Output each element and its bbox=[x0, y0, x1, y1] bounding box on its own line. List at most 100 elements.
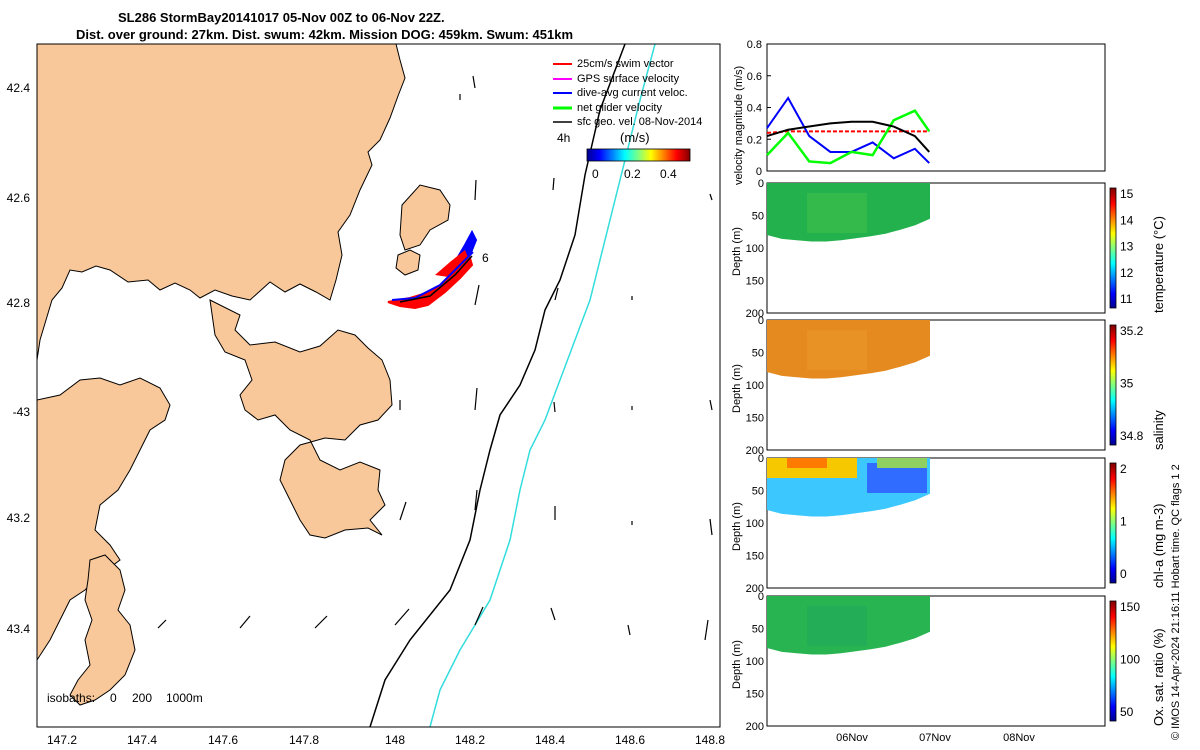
colorbar-2 bbox=[1109, 462, 1117, 584]
velocity-frame bbox=[766, 43, 1106, 172]
cbar-tick: 50 bbox=[1120, 705, 1134, 719]
map-ytick: 42.8 bbox=[7, 296, 31, 310]
map-xtick: 148.4 bbox=[535, 733, 565, 747]
velocity-ytick: 0 bbox=[756, 166, 762, 178]
depth-ytick: 200 bbox=[746, 721, 764, 733]
depth-ytick: 150 bbox=[746, 551, 764, 563]
depth-patch-0 bbox=[807, 193, 867, 233]
depth-ytick: 150 bbox=[746, 689, 764, 701]
time-xtick: 06Nov bbox=[836, 732, 868, 744]
land-mainland bbox=[37, 44, 406, 361]
cbar-tick: 14 bbox=[1120, 213, 1134, 227]
credit-note: © IMOS 14-Apr-2024 21:16:11 Hobart time.… bbox=[1170, 464, 1182, 740]
cbar-tick: 150 bbox=[1120, 600, 1140, 614]
map-xtick: 148 bbox=[385, 733, 405, 747]
cbar-label: salinity bbox=[1151, 410, 1166, 450]
series-sfc bbox=[766, 120, 930, 153]
isobath-200m bbox=[369, 44, 626, 727]
depth-ytick: 100 bbox=[746, 243, 764, 255]
velocity-ytick: 0.6 bbox=[747, 71, 762, 83]
legend-sfc: sfc geo. vel. 08-Nov-2014 bbox=[577, 116, 702, 128]
cbar-tick: 35.2 bbox=[1120, 324, 1144, 338]
colorbar-3 bbox=[1109, 600, 1117, 722]
isobath-legend: isobaths: 0 200 1000m bbox=[47, 691, 203, 705]
cbar-tick: 2 bbox=[1120, 462, 1127, 476]
depth-ylabel: Depth (m) bbox=[731, 640, 743, 689]
map-ytick: 42.4 bbox=[7, 81, 31, 95]
map-xtick: 147.6 bbox=[208, 733, 238, 747]
depth-ytick: 0 bbox=[758, 591, 764, 603]
time-xtick: 07Nov bbox=[919, 732, 951, 744]
depth-ytick: 0 bbox=[758, 453, 764, 465]
isobath-1000: 1000m bbox=[166, 691, 203, 705]
map-xtick: 148.2 bbox=[455, 733, 485, 747]
cbar-tick-2: 0.4 bbox=[660, 167, 677, 181]
legend-swim: 25cm/s swim vector bbox=[577, 58, 674, 70]
chla-surface-mid bbox=[877, 458, 927, 468]
time-xtick: 08Nov bbox=[1003, 732, 1035, 744]
depth-ytick: 100 bbox=[746, 518, 764, 530]
cbar-label: Ox. sat. ratio (%) bbox=[1151, 628, 1166, 726]
map-ytick: 43.4 bbox=[7, 622, 31, 636]
isobath-200: 200 bbox=[132, 691, 152, 705]
plot-title-line2: Dist. over ground: 27km. Dist. swum: 42k… bbox=[76, 27, 574, 42]
velocity-ytick: 0.2 bbox=[747, 134, 762, 146]
cbar-tick: 34.8 bbox=[1120, 429, 1144, 443]
depth-ytick: 50 bbox=[752, 624, 764, 636]
cbar-tick-1: 0.2 bbox=[624, 167, 641, 181]
chla-surface-peak bbox=[787, 458, 827, 468]
map-xtick: 148.6 bbox=[615, 733, 645, 747]
legend-time: 4h bbox=[557, 131, 570, 145]
depth-patch-1 bbox=[807, 330, 867, 370]
map-legend: 25cm/s swim vector GPS surface velocity … bbox=[553, 58, 702, 181]
depth-ylabel: Depth (m) bbox=[731, 502, 743, 551]
cbar-tick: 15 bbox=[1120, 187, 1134, 201]
map-xtick: 147.2 bbox=[47, 733, 77, 747]
depth-ytick: 0 bbox=[758, 315, 764, 327]
depth-ytick: 100 bbox=[746, 656, 764, 668]
velocity-ytick: 0.8 bbox=[747, 39, 762, 51]
land-south-peninsula bbox=[69, 554, 136, 706]
map-xtick: 148.8 bbox=[695, 733, 725, 747]
map-area: 6 25cm/s swim vector GPS surface velocit… bbox=[37, 44, 720, 727]
depth-panels: Depth (m)0501001502001112131415temperatu… bbox=[731, 178, 1166, 744]
legend-gps: GPS surface velocity bbox=[577, 73, 680, 85]
plot-title-line1: SL286 StormBay20141017 05-Nov 00Z to 06-… bbox=[118, 10, 445, 25]
depth-patch-3 bbox=[807, 606, 867, 646]
depth-ytick: 0 bbox=[758, 178, 764, 190]
speed-colorbar bbox=[586, 148, 691, 162]
cbar-tick: 0 bbox=[1120, 567, 1127, 581]
depth-ytick: 200 bbox=[746, 583, 764, 595]
depth-ytick: 150 bbox=[746, 413, 764, 425]
depth-ytick: 200 bbox=[746, 308, 764, 320]
legend-net: net glider velocity bbox=[577, 102, 662, 114]
depth-ylabel: Depth (m) bbox=[731, 227, 743, 276]
sfc-velocity-arrows bbox=[157, 75, 713, 641]
colorbar-unit: (m/s) bbox=[620, 130, 650, 145]
cbar-tick: 11 bbox=[1120, 292, 1133, 306]
map-ytick: 42.6 bbox=[7, 191, 31, 205]
map-axes: 147.2 147.4 147.6 147.8 148 148.2 148.4 … bbox=[7, 81, 726, 747]
series-swim bbox=[766, 130, 930, 134]
depth-ylabel: Depth (m) bbox=[731, 364, 743, 413]
cbar-tick: 100 bbox=[1120, 653, 1140, 667]
map-xtick: 147.8 bbox=[289, 733, 319, 747]
depth-ytick: 150 bbox=[746, 276, 764, 288]
land-forestier bbox=[209, 299, 393, 539]
series-net bbox=[766, 109, 931, 165]
colorbar-0 bbox=[1109, 187, 1117, 309]
cbar-label: temperature (°C) bbox=[1151, 216, 1166, 313]
depth-ytick: 50 bbox=[752, 348, 764, 360]
colorbar-1 bbox=[1109, 324, 1117, 446]
land-maria-south bbox=[395, 249, 421, 276]
depth-ytick: 200 bbox=[746, 445, 764, 457]
depth-ytick: 100 bbox=[746, 380, 764, 392]
cbar-tick-0: 0 bbox=[592, 167, 599, 181]
map-xtick: 147.4 bbox=[127, 733, 157, 747]
glider-track bbox=[387, 229, 478, 310]
isobaths-label: isobaths: bbox=[47, 691, 95, 705]
track-label: 6 bbox=[482, 251, 489, 265]
legend-dive: dive-avg current veloc. bbox=[577, 87, 688, 99]
land-maria-island bbox=[399, 184, 451, 251]
